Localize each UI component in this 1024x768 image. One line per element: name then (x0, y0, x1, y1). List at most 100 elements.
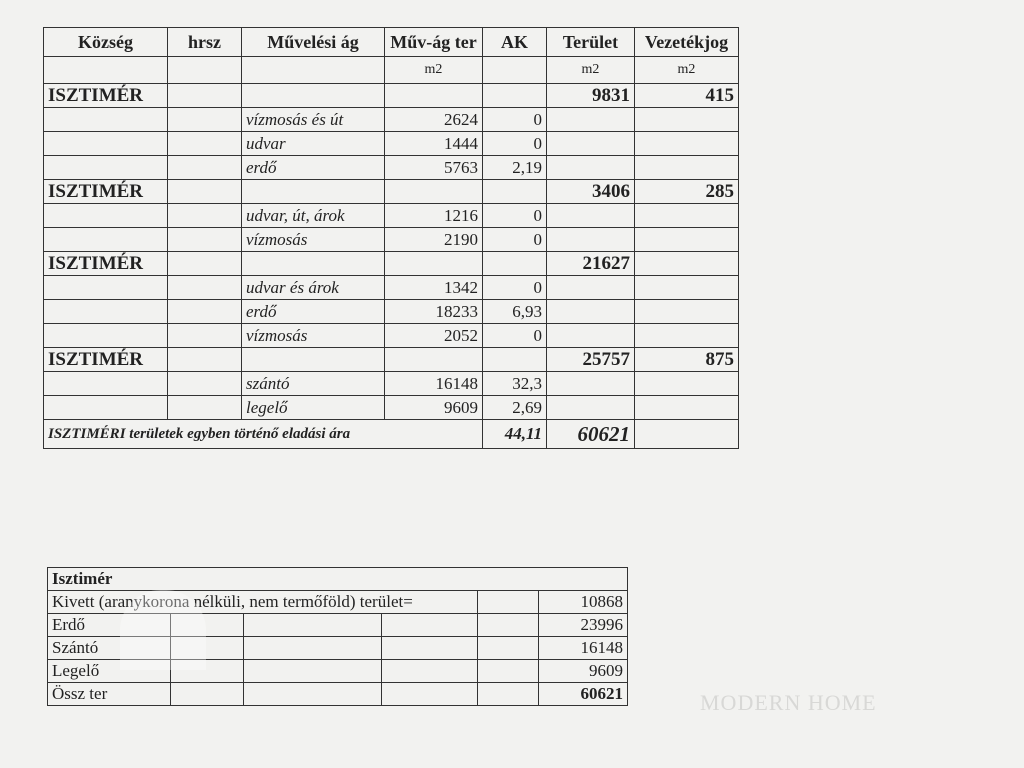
summary-value: 23996 (537, 613, 629, 637)
cultivation-cell: udvar és árok (241, 275, 385, 300)
ak-cell: 0 (482, 203, 547, 228)
cultivation-cell: vízmosás és út (241, 107, 385, 132)
total-ak: 44,11 (482, 419, 547, 449)
hrsz-cell (167, 179, 242, 204)
area-cell: 16148 (384, 371, 483, 396)
village-cell (43, 227, 168, 252)
ak-cell: 32,3 (482, 371, 547, 396)
column-header: hrsz (167, 27, 242, 57)
total-row: ISZTIMÉRI területek egyben történő eladá… (43, 419, 739, 449)
column-header: Vezetékjog (634, 27, 739, 57)
hrsz-cell (167, 347, 242, 372)
header-row: Község hrsz Művelési ág Műv-ág ter AK Terület… (43, 27, 739, 57)
empty-cell (381, 613, 478, 637)
empty-cell (170, 682, 244, 706)
units-row: m2 m2 m2 (43, 56, 739, 84)
total-territory: 60621 (546, 419, 635, 449)
easement-cell (634, 155, 739, 180)
hrsz-cell (167, 155, 242, 180)
area-cell: 9609 (384, 395, 483, 420)
village-cell: ISZTIMÉR (43, 179, 168, 204)
territory-cell: 25757 (546, 347, 635, 372)
hrsz-cell (167, 275, 242, 300)
village-cell (43, 107, 168, 132)
cultivation-cell: vízmosás (241, 227, 385, 252)
ak-cell: 0 (482, 227, 547, 252)
ak-cell: 0 (482, 323, 547, 348)
hrsz-cell (167, 323, 242, 348)
summary-table: Isztimér Kivett (aranykorona nélküli, nem… (46, 567, 629, 706)
territory-cell: 3406 (546, 179, 635, 204)
summary-row: Össz ter 60621 (47, 682, 629, 706)
village-cell (43, 395, 168, 420)
empty-cell (381, 682, 478, 706)
land-parcels-table: Község hrsz Művelési ág Műv-ág ter AK Terület… (43, 27, 739, 449)
ak-cell: 6,93 (482, 299, 547, 324)
empty-cell (381, 636, 478, 660)
territory-cell (546, 155, 635, 180)
summary-title: Isztimér (46, 567, 629, 591)
territory-cell (546, 395, 635, 420)
empty-cell (477, 682, 539, 706)
village-row: ISZTIMÉR 3406 285 (43, 179, 739, 204)
ak-cell: 0 (482, 275, 547, 300)
area-cell (384, 251, 483, 276)
table-row: vízmosás és út 2624 0 (43, 107, 739, 132)
easement-cell (634, 275, 739, 300)
summary-row: Kivett (aranykorona nélküli, nem termőfö… (47, 590, 629, 614)
territory-cell (546, 203, 635, 228)
ak-cell (482, 83, 547, 108)
easement-cell: 875 (634, 347, 739, 372)
empty-cell (634, 419, 739, 449)
empty-cell (243, 636, 382, 660)
area-cell: 2190 (384, 227, 483, 252)
territory-cell (546, 275, 635, 300)
ak-cell: 0 (482, 107, 547, 132)
table-row: szántó 16148 32,3 (43, 371, 739, 396)
column-header: Művelési ág (241, 27, 385, 57)
summary-label: Össz ter (47, 682, 171, 706)
summary-value: 16148 (537, 636, 629, 660)
unit-cell: m2 (384, 56, 483, 84)
watermark-text: MODERN HOME (700, 690, 877, 715)
summary-value: 10868 (537, 590, 629, 614)
unit-cell (482, 56, 547, 84)
unit-cell (43, 56, 168, 84)
cultivation-cell (241, 251, 385, 276)
cultivation-cell: szántó (241, 371, 385, 396)
cultivation-cell: udvar, út, árok (241, 203, 385, 228)
empty-cell (477, 590, 539, 614)
summary-row: Szántó 16148 (47, 636, 629, 660)
column-header: Műv-ág ter (384, 27, 483, 57)
territory-cell (546, 227, 635, 252)
village-row: ISZTIMÉR 9831 415 (43, 83, 739, 108)
territory-cell (546, 107, 635, 132)
territory-cell (546, 323, 635, 348)
area-cell (384, 347, 483, 372)
ak-cell: 2,69 (482, 395, 547, 420)
territory-cell: 9831 (546, 83, 635, 108)
village-cell: ISZTIMÉR (43, 347, 168, 372)
hrsz-cell (167, 299, 242, 324)
territory-cell: 21627 (546, 251, 635, 276)
ak-cell (482, 347, 547, 372)
column-header: AK (482, 27, 547, 57)
table-row: udvar, út, árok 1216 0 (43, 203, 739, 228)
unit-cell (241, 56, 385, 84)
summary-value: 60621 (537, 682, 629, 706)
area-cell (384, 83, 483, 108)
cultivation-cell: legelő (241, 395, 385, 420)
summary-label: Szántó (47, 636, 171, 660)
empty-cell (243, 659, 382, 683)
empty-cell (243, 613, 382, 637)
empty-cell (477, 613, 539, 637)
hrsz-cell (167, 107, 242, 132)
hrsz-cell (167, 203, 242, 228)
easement-cell (634, 227, 739, 252)
easement-cell (634, 251, 739, 276)
table-row: vízmosás 2052 0 (43, 323, 739, 348)
area-cell: 1342 (384, 275, 483, 300)
village-row: ISZTIMÉR 21627 (43, 251, 739, 276)
village-cell (43, 323, 168, 348)
territory-cell (546, 131, 635, 156)
